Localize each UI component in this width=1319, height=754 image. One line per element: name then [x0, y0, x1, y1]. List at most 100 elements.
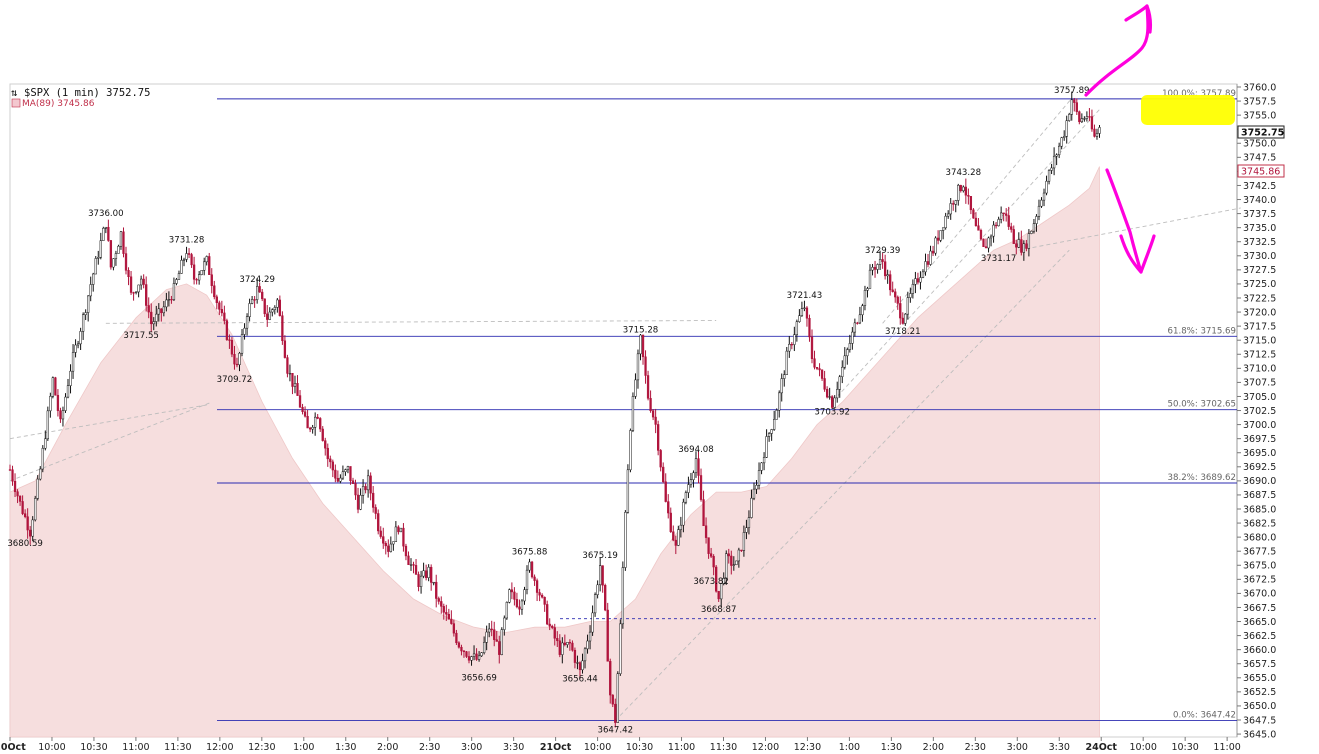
candle-body — [377, 513, 380, 532]
x-tick-label: 10:00 — [38, 742, 65, 753]
candle-body — [493, 629, 496, 640]
candle-body — [321, 428, 324, 441]
candle-body — [437, 598, 440, 602]
candle-body — [1075, 102, 1078, 112]
candle-body — [1052, 155, 1056, 169]
x-tick-label: 24Oct — [1085, 742, 1117, 753]
candle-body — [672, 531, 675, 541]
candle-body — [435, 581, 438, 599]
x-tick-label: 12:30 — [794, 742, 821, 753]
candle-body — [107, 226, 110, 241]
candle-body — [382, 536, 385, 544]
candle-body — [1070, 99, 1073, 115]
candle-body — [175, 279, 178, 284]
candle-body — [271, 309, 274, 313]
peak-label: 3656.69 — [461, 673, 497, 683]
candle-body — [177, 273, 181, 280]
candle-body — [374, 507, 377, 514]
candle-body — [361, 486, 365, 496]
candle-body — [308, 427, 312, 430]
candle-body — [1032, 223, 1036, 232]
x-tick-label: 2:30 — [419, 742, 440, 753]
candle-body — [762, 457, 766, 464]
candle-body — [664, 481, 667, 502]
candle-body — [21, 501, 24, 514]
candle-body — [916, 278, 920, 283]
candle-body — [702, 499, 705, 527]
candle-body — [192, 264, 196, 280]
x-tick-label: 11:00 — [668, 742, 695, 753]
candle-body — [508, 589, 511, 603]
candle-body — [684, 492, 688, 503]
y-tick-label: 3735.0 — [1243, 223, 1276, 234]
candle-body — [293, 383, 297, 387]
x-tick-label: 10:00 — [1129, 742, 1156, 753]
candle-body — [788, 343, 791, 352]
candle-body — [185, 253, 188, 260]
candle-body — [1012, 229, 1015, 244]
up-arrow-annotation — [1084, 4, 1152, 97]
candle-body — [1080, 118, 1083, 123]
candle-body — [495, 639, 498, 642]
candle-body — [314, 416, 317, 428]
candle-body — [573, 649, 577, 663]
candle-body — [901, 317, 904, 324]
candle-body — [846, 349, 849, 357]
candle-body — [581, 660, 584, 671]
candle-body — [820, 369, 824, 379]
candle-body — [783, 374, 786, 379]
peak-label: 3721.43 — [787, 291, 823, 301]
candle-body — [460, 646, 463, 652]
y-tick-label: 3687.5 — [1243, 490, 1276, 501]
candle-body — [596, 584, 599, 595]
candle-body — [457, 642, 461, 648]
x-tick-label: 2:00 — [377, 742, 398, 753]
peak-label: 3668.87 — [701, 605, 737, 615]
y-tick-label: 3730.0 — [1243, 251, 1276, 262]
candle-body — [81, 314, 85, 332]
last-price-badge — [1237, 125, 1285, 139]
candle-body — [699, 475, 703, 500]
ma-legend-swatch — [11, 98, 21, 108]
candle-body — [190, 254, 193, 266]
candle-body — [934, 237, 937, 254]
x-tick-label: 11:30 — [164, 742, 191, 753]
candle-body — [306, 415, 309, 429]
candle-body — [755, 484, 758, 490]
candle-body — [97, 257, 100, 259]
candle-body — [240, 334, 244, 354]
candle-body — [230, 339, 234, 355]
candle-body — [654, 416, 657, 425]
y-axis: 3645.0 3647.5 3650.0 3652.5 3655.0 3657.5 3660… — [1237, 82, 1276, 740]
candle-body — [1085, 116, 1089, 119]
candle-body — [593, 594, 597, 614]
candle-body — [568, 642, 572, 644]
candle-body — [775, 410, 778, 420]
candle-body — [303, 411, 307, 417]
candle-body — [349, 466, 352, 481]
peak-label: 3656.44 — [562, 675, 598, 685]
candle-body — [200, 270, 203, 275]
peak-label: 3718.21 — [885, 327, 921, 337]
candle-body — [954, 200, 957, 205]
fib-level-label: 0.0%: 3647.42 — [1173, 710, 1236, 720]
candle-body — [87, 295, 90, 313]
ma-legend: MA(89) 3745.86 — [22, 99, 95, 109]
y-tick-label: 3707.5 — [1243, 378, 1276, 389]
candle-body — [112, 258, 115, 268]
candle-body — [225, 320, 229, 340]
candle-body — [475, 653, 478, 660]
candle-body — [561, 642, 564, 655]
peak-label: 3717.55 — [123, 331, 159, 341]
candle-body — [883, 261, 887, 277]
candle-body — [566, 642, 569, 645]
peak-label: 3647.42 — [598, 725, 634, 735]
y-tick-label: 3740.0 — [1243, 195, 1276, 206]
candle-body — [863, 290, 867, 306]
peak-label: 3743.28 — [946, 168, 982, 178]
candle-body — [518, 606, 521, 610]
candle-body — [914, 278, 917, 285]
candle-body — [641, 334, 645, 358]
y-tick-label: 3655.0 — [1243, 673, 1276, 684]
candle-body — [997, 219, 1000, 227]
